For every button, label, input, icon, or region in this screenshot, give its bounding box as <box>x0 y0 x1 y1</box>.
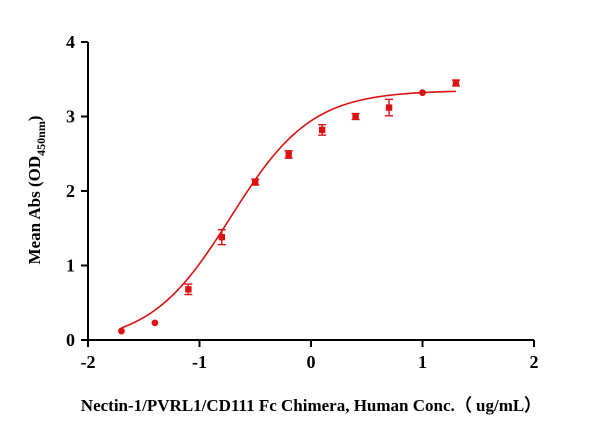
y-ticks: 0 1 2 3 4 <box>66 32 88 350</box>
x-tick-label: -2 <box>81 352 96 372</box>
x-ticks: -2 -1 0 1 2 <box>81 340 539 372</box>
x-axis-title: Nectin-1/PVRL1/CD111 Fc Chimera, Human C… <box>81 395 541 415</box>
y-tick-label: 4 <box>66 32 75 52</box>
data-point <box>352 113 359 120</box>
fit-curve <box>121 90 456 329</box>
y-tick-label: 2 <box>66 181 75 201</box>
data-point <box>185 286 192 293</box>
data-point <box>285 151 292 158</box>
data-point <box>151 319 159 327</box>
y-tick-label: 1 <box>66 256 75 276</box>
data-point <box>318 126 326 134</box>
y-axis-title-subscript: 450nm <box>34 121 48 156</box>
x-tick-label: 2 <box>530 352 539 372</box>
data-point <box>118 327 125 335</box>
data-point <box>385 104 393 111</box>
data-point <box>218 233 225 241</box>
x-tick-label: 1 <box>418 352 427 372</box>
y-axis-title: Mean Abs (OD450nm) <box>25 116 48 265</box>
x-tick-label: 0 <box>307 352 316 372</box>
y-tick-label: 3 <box>66 107 75 127</box>
y-tick-label: 0 <box>66 330 75 350</box>
y-axis-title-close: ) <box>25 116 44 122</box>
data-points <box>118 79 460 335</box>
axes <box>87 42 534 341</box>
y-axis-title-main: Mean Abs (OD <box>25 156 44 265</box>
error-bars <box>184 79 460 296</box>
data-point <box>452 79 460 87</box>
data-point <box>252 178 259 186</box>
x-tick-label: -1 <box>192 352 207 372</box>
data-point <box>419 89 426 97</box>
